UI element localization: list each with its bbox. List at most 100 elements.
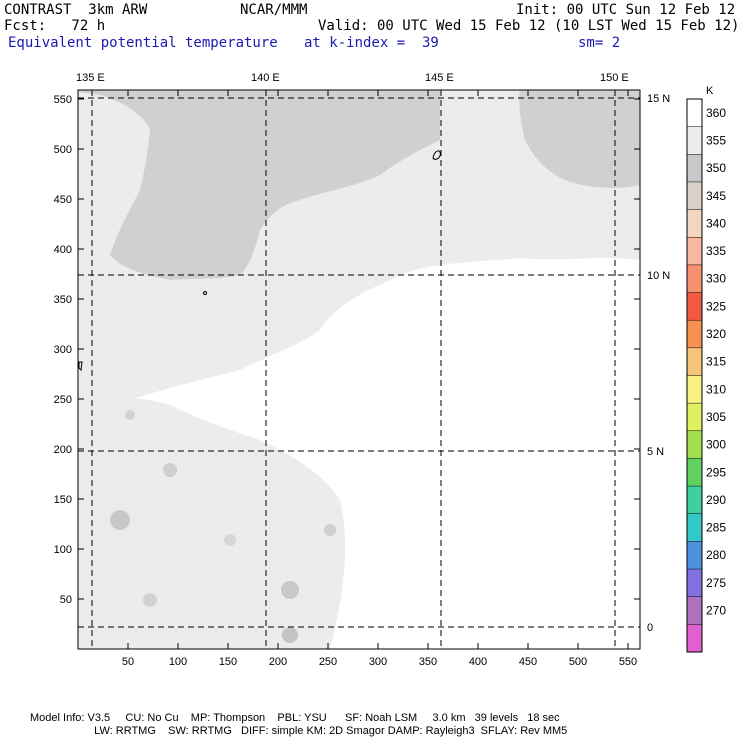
y-tick-label: 550 bbox=[54, 94, 72, 106]
x-tick-label: 500 bbox=[569, 656, 587, 668]
colorbar-swatch bbox=[687, 347, 702, 376]
lon-label: 140 E bbox=[251, 72, 280, 84]
map-frame bbox=[77, 89, 641, 650]
colorbar-swatch bbox=[687, 292, 702, 321]
island-contour bbox=[203, 291, 207, 295]
colorbar-level-label: 330 bbox=[706, 272, 726, 286]
colorbar-level-label: 320 bbox=[706, 327, 726, 341]
lon-label: 135 E bbox=[76, 72, 105, 84]
colorbar-level-label: 350 bbox=[706, 161, 726, 175]
x-tick-label: 150 bbox=[219, 656, 237, 668]
y-tick-label: 250 bbox=[54, 394, 72, 406]
lat-label: 10 N bbox=[647, 270, 670, 282]
shade-spot bbox=[282, 627, 298, 643]
colorbar-level-label: 285 bbox=[706, 521, 726, 535]
shade-spot bbox=[163, 463, 177, 477]
y-tick-label: 50 bbox=[60, 594, 72, 606]
y-tick-label: 200 bbox=[54, 444, 72, 456]
x-tick-label: 450 bbox=[519, 656, 537, 668]
colorbar-swatch bbox=[687, 569, 702, 597]
colorbar-swatch bbox=[687, 264, 702, 293]
colorbar-swatch bbox=[687, 458, 702, 487]
y-tick-label: 450 bbox=[54, 194, 72, 206]
shade-spot bbox=[224, 534, 236, 546]
lon-label: 150 E bbox=[600, 72, 629, 84]
latlon-grid bbox=[78, 90, 640, 649]
shade-spot bbox=[143, 593, 157, 607]
colorbar-swatch bbox=[687, 596, 702, 625]
shade-region-southwest bbox=[78, 397, 346, 649]
colorbar: 360 355 350 345 340 335 330 325 320 315 310 305 300 2… bbox=[686, 98, 726, 653]
colorbar-level-label: 315 bbox=[706, 355, 726, 369]
colorbar-level-label: 280 bbox=[706, 548, 726, 562]
colorbar-swatch bbox=[687, 403, 702, 431]
colorbar-swatch bbox=[687, 624, 702, 652]
colorbar-level-label: 290 bbox=[706, 493, 726, 507]
valid-time: Valid: 00 UTC Wed 15 Feb 12 (10 LST Wed … bbox=[318, 18, 740, 34]
y-tick-label: 400 bbox=[54, 244, 72, 256]
colorbar-swatch bbox=[687, 486, 702, 514]
x-tick-label: 550 bbox=[619, 656, 637, 668]
x-tick-label: 50 bbox=[122, 656, 134, 668]
shade-spot bbox=[324, 524, 336, 536]
init-time: Init: 00 UTC Sun 12 Feb 12 bbox=[516, 2, 736, 18]
colorbar-level-label: 360 bbox=[706, 106, 726, 120]
model-info-line2: LW: RRTMG SW: RRTMG DIFF: simple KM: 2D … bbox=[30, 725, 568, 737]
colorbar-swatch bbox=[687, 209, 702, 238]
colorbar-swatch bbox=[687, 126, 702, 155]
y-tick-label: 100 bbox=[54, 544, 72, 556]
colorbar-unit: K bbox=[706, 85, 714, 97]
x-tick-label: 200 bbox=[269, 656, 287, 668]
colorbar-level-label: 300 bbox=[706, 438, 726, 452]
colorbar-level-label: 355 bbox=[706, 133, 726, 147]
shade-spot bbox=[281, 581, 299, 599]
colorbar-level-label: 345 bbox=[706, 189, 726, 203]
y-tick-label: 500 bbox=[54, 144, 72, 156]
colorbar-level-label: 325 bbox=[706, 299, 726, 313]
colorbar-level-label: 335 bbox=[706, 244, 726, 258]
center-title: NCAR/MMM bbox=[240, 2, 308, 18]
x-tick-label: 400 bbox=[469, 656, 487, 668]
lat-label: 15 N bbox=[647, 93, 670, 105]
lat-label: 5 N bbox=[647, 446, 664, 458]
colorbar-swatch bbox=[687, 237, 702, 265]
colorbar-level-label: 295 bbox=[706, 465, 726, 479]
colorbar-level-label: 270 bbox=[706, 604, 726, 618]
shade-region-northeast bbox=[519, 90, 640, 188]
colorbar-swatch bbox=[687, 320, 702, 348]
model-info-line1: Model Info: V3.5 CU: No Cu MP: Thompson … bbox=[30, 712, 560, 724]
colorbar-level-label: 340 bbox=[706, 216, 726, 230]
level-info: at k-index = 39 bbox=[304, 35, 439, 51]
colorbar-swatch bbox=[687, 430, 702, 459]
colorbar-swatch bbox=[687, 181, 702, 210]
lat-label: 0 bbox=[647, 622, 653, 634]
y-tick-label: 300 bbox=[54, 344, 72, 356]
lon-label: 145 E bbox=[425, 72, 454, 84]
x-tick-label: 100 bbox=[169, 656, 187, 668]
colorbar-level-label: 305 bbox=[706, 410, 726, 424]
forecast-hour: Fcst: 72 h bbox=[4, 18, 106, 34]
shade-spot bbox=[110, 510, 130, 530]
x-tick-label: 250 bbox=[319, 656, 337, 668]
island-contour bbox=[78, 361, 83, 372]
field-name: Equivalent potential temperature bbox=[8, 35, 278, 51]
colorbar-swatch bbox=[687, 375, 702, 404]
colorbar-swatch bbox=[687, 541, 702, 570]
shaded-field bbox=[78, 90, 640, 649]
model-title: CONTRAST 3km ARW bbox=[4, 2, 148, 18]
y-tick-label: 150 bbox=[54, 494, 72, 506]
axis-ticks: 50 100 150 200 250 300 350 400 450 500 550 550 500 45… bbox=[54, 90, 640, 668]
x-tick-label: 300 bbox=[369, 656, 387, 668]
colorbar-level-label: 275 bbox=[706, 576, 726, 590]
x-tick-label: 350 bbox=[419, 656, 437, 668]
shade-spot bbox=[125, 410, 135, 420]
smoothing-info: sm= 2 bbox=[578, 35, 621, 51]
colorbar-swatch bbox=[687, 154, 702, 182]
colorbar-level-label: 310 bbox=[706, 382, 726, 396]
island-contour bbox=[432, 150, 441, 160]
colorbar-swatch bbox=[687, 513, 702, 542]
y-tick-label: 350 bbox=[54, 294, 72, 306]
shade-region-mid bbox=[78, 90, 440, 280]
colorbar-swatch bbox=[687, 99, 702, 127]
